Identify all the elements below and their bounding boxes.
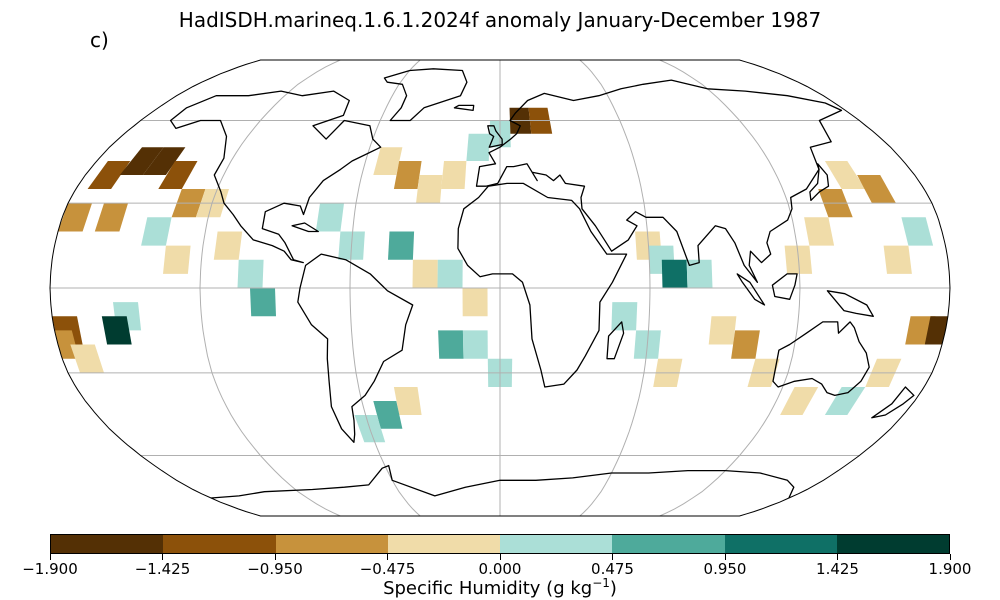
colorbar-tick-mark	[387, 554, 388, 560]
longitude-line	[579, 60, 651, 516]
anomaly-cell	[237, 259, 264, 288]
colorbar-tick-label: 1.425	[816, 560, 859, 578]
anomaly-cell	[438, 330, 464, 359]
anomaly-cell	[883, 245, 912, 274]
anomaly-grid	[50, 107, 950, 443]
anomaly-cell	[686, 259, 713, 288]
anomaly-cell	[824, 387, 866, 415]
coastline-uk	[487, 125, 503, 148]
coastlines	[169, 68, 915, 499]
colorbar-segment	[275, 535, 388, 553]
colorbar-tick-label: 0.475	[591, 560, 634, 578]
colorbar-tick-mark	[949, 554, 951, 560]
map-boundary	[49, 59, 951, 517]
coastline-antarctica	[211, 464, 795, 499]
colorbar-tick-label: 0.000	[478, 560, 522, 578]
anomaly-cell	[611, 302, 638, 331]
coastline-new-zealand	[871, 386, 915, 419]
coastline-eurasia	[475, 79, 843, 283]
anomaly-cell	[393, 387, 422, 415]
anomaly-cell	[388, 231, 415, 260]
coastline-iceland	[453, 104, 475, 112]
anomaly-cell	[119, 147, 164, 175]
colorbar-tick-label: −0.950	[247, 560, 303, 578]
anomaly-cell	[373, 147, 403, 175]
colorbar-tick-label: −1.900	[22, 560, 78, 578]
anomaly-cell	[373, 401, 403, 429]
anomaly-cell	[661, 259, 688, 288]
anomaly-cell	[315, 203, 344, 232]
colorbar-label-superscript: −1	[592, 576, 610, 590]
longitude-line	[349, 60, 421, 516]
colorbar-segment	[51, 535, 164, 553]
colorbar-tick-mark	[499, 554, 501, 560]
anomaly-cell	[462, 288, 488, 317]
anomaly-cell	[142, 147, 186, 175]
anomaly-cell	[94, 203, 128, 232]
colorbar-tick-mark	[612, 554, 613, 560]
anomaly-cell	[804, 217, 835, 246]
colorbar-tick-label: 1.900	[928, 560, 972, 578]
anomaly-cell	[731, 330, 760, 359]
longitude-line	[659, 60, 801, 516]
panel-label: c)	[90, 28, 109, 52]
anomaly-cell	[158, 161, 198, 189]
coastline-sumatra	[736, 273, 766, 306]
colorbar	[50, 534, 950, 554]
colorbar-tick-mark	[162, 554, 163, 560]
colorbar-tick-label: −0.475	[359, 560, 416, 578]
graticule	[50, 60, 950, 516]
coastline-north-america	[169, 90, 382, 264]
coastline-madagascar	[606, 321, 625, 360]
coastline-japan	[809, 163, 830, 202]
coastline-africa	[457, 182, 628, 388]
colorbar-tick-label: −1.425	[134, 560, 191, 578]
anomaly-cell	[780, 387, 819, 415]
anomaly-cell	[87, 161, 131, 189]
anomaly-cell	[462, 330, 488, 359]
coastline-cuba	[291, 222, 319, 233]
colorbar-tick-mark	[724, 554, 726, 560]
colorbar-tick-label: 0.950	[703, 560, 747, 578]
anomaly-cell	[901, 217, 934, 246]
colorbar-segment	[387, 535, 500, 553]
anomaly-cell	[857, 175, 896, 204]
colorbar-label: Specific Humidity (g kg−1)	[0, 576, 1000, 599]
colorbar-tick-mark	[837, 554, 838, 560]
colorbar-tick-mark	[274, 554, 276, 560]
world-map	[49, 59, 951, 517]
colorbar-label-end: )	[609, 578, 617, 599]
anomaly-cell	[101, 316, 132, 345]
coastline-south-america	[297, 253, 414, 443]
anomaly-cell	[393, 161, 422, 189]
anomaly-cell	[437, 259, 463, 288]
colorbar-segment	[163, 535, 276, 553]
anomaly-cell	[58, 203, 92, 232]
colorbar-tick-mark	[49, 554, 51, 560]
coastline-borneo	[771, 273, 798, 300]
colorbar-segment	[500, 535, 613, 553]
coastline-australia	[772, 321, 870, 397]
anomaly-cell	[412, 259, 438, 288]
anomaly-cell	[213, 231, 243, 260]
map-title: HadISDH.marineq.1.6.1.2024f anomaly Janu…	[178, 8, 822, 32]
coastline-new-guinea	[826, 290, 874, 317]
anomaly-cell	[70, 344, 104, 373]
anomaly-cell	[163, 245, 191, 274]
anomaly-cell	[250, 288, 276, 317]
colorbar-segment	[612, 535, 725, 553]
longitude-line	[199, 60, 341, 516]
colorbar-label-main: Specific Humidity (g kg	[383, 578, 593, 599]
colorbar-segment	[836, 535, 949, 553]
coastline-greenland	[383, 68, 468, 122]
anomaly-cell	[708, 316, 737, 345]
anomaly-cell	[416, 175, 443, 204]
colorbar-segment	[724, 535, 837, 553]
anomaly-cell	[141, 217, 172, 246]
anomaly-cell	[824, 161, 866, 189]
anomaly-cell	[466, 133, 490, 161]
anomaly-cell	[441, 161, 467, 189]
